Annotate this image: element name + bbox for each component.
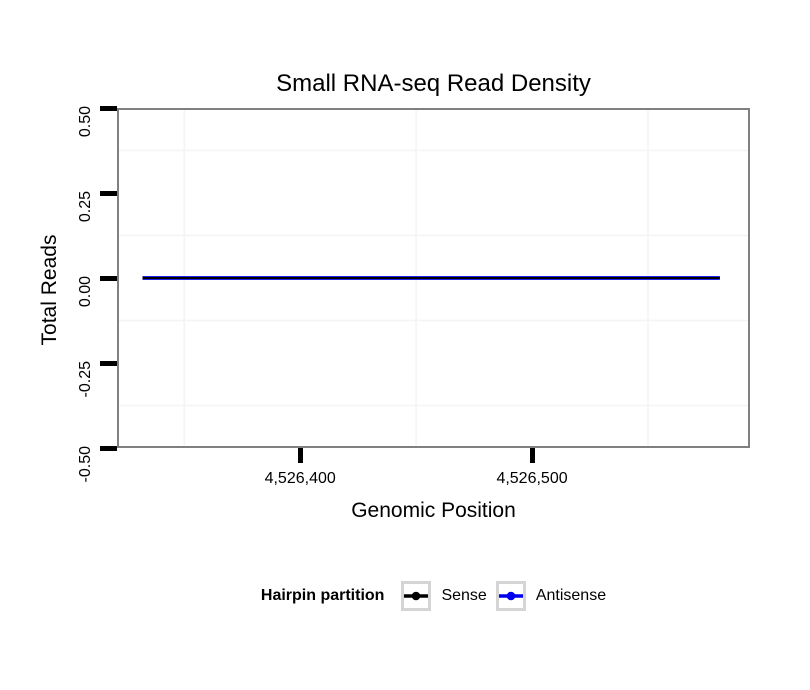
legend-entry-antisense: Antisense bbox=[495, 580, 607, 611]
y-axis-tick-label: -0.50 bbox=[77, 446, 94, 483]
legend: Hairpin partition Sense Antisense bbox=[117, 580, 750, 611]
y-axis-tick-label: -0.25 bbox=[77, 361, 94, 398]
plot-canvas bbox=[117, 108, 750, 448]
plot-panel bbox=[117, 108, 750, 448]
legend-entry-sense: Sense bbox=[401, 580, 487, 611]
x-axis-tick-label: 4,526,500 bbox=[496, 470, 568, 487]
x-axis-tick bbox=[529, 448, 535, 463]
y-axis-title: Total Reads bbox=[38, 234, 61, 346]
y-axis-tick-label: 0.50 bbox=[77, 106, 94, 138]
y-axis-tick bbox=[100, 105, 117, 111]
legend-label: Antisense bbox=[535, 586, 607, 604]
y-axis-tick bbox=[100, 190, 117, 196]
chart-title: Small RNA-seq Read Density bbox=[276, 70, 591, 97]
legend-key-sense bbox=[401, 580, 432, 611]
legend-glyph-icon bbox=[498, 591, 523, 600]
x-axis-title: Genomic Position bbox=[351, 499, 516, 522]
y-axis-tick-label: 0.00 bbox=[77, 276, 94, 308]
y-axis-tick bbox=[100, 360, 117, 366]
y-axis-tick bbox=[100, 275, 117, 281]
legend-glyph-icon bbox=[404, 591, 429, 600]
y-axis-tick-label: 0.25 bbox=[77, 191, 94, 223]
y-axis-tick bbox=[100, 445, 117, 451]
x-axis-tick-label: 4,526,400 bbox=[264, 470, 336, 487]
legend-key-antisense bbox=[495, 580, 526, 611]
panel-border bbox=[117, 108, 750, 448]
legend-label: Sense bbox=[441, 586, 487, 604]
x-axis-tick bbox=[297, 448, 303, 463]
legend-entries: Sense Antisense bbox=[401, 580, 607, 611]
legend-title: Hairpin partition bbox=[260, 586, 385, 604]
